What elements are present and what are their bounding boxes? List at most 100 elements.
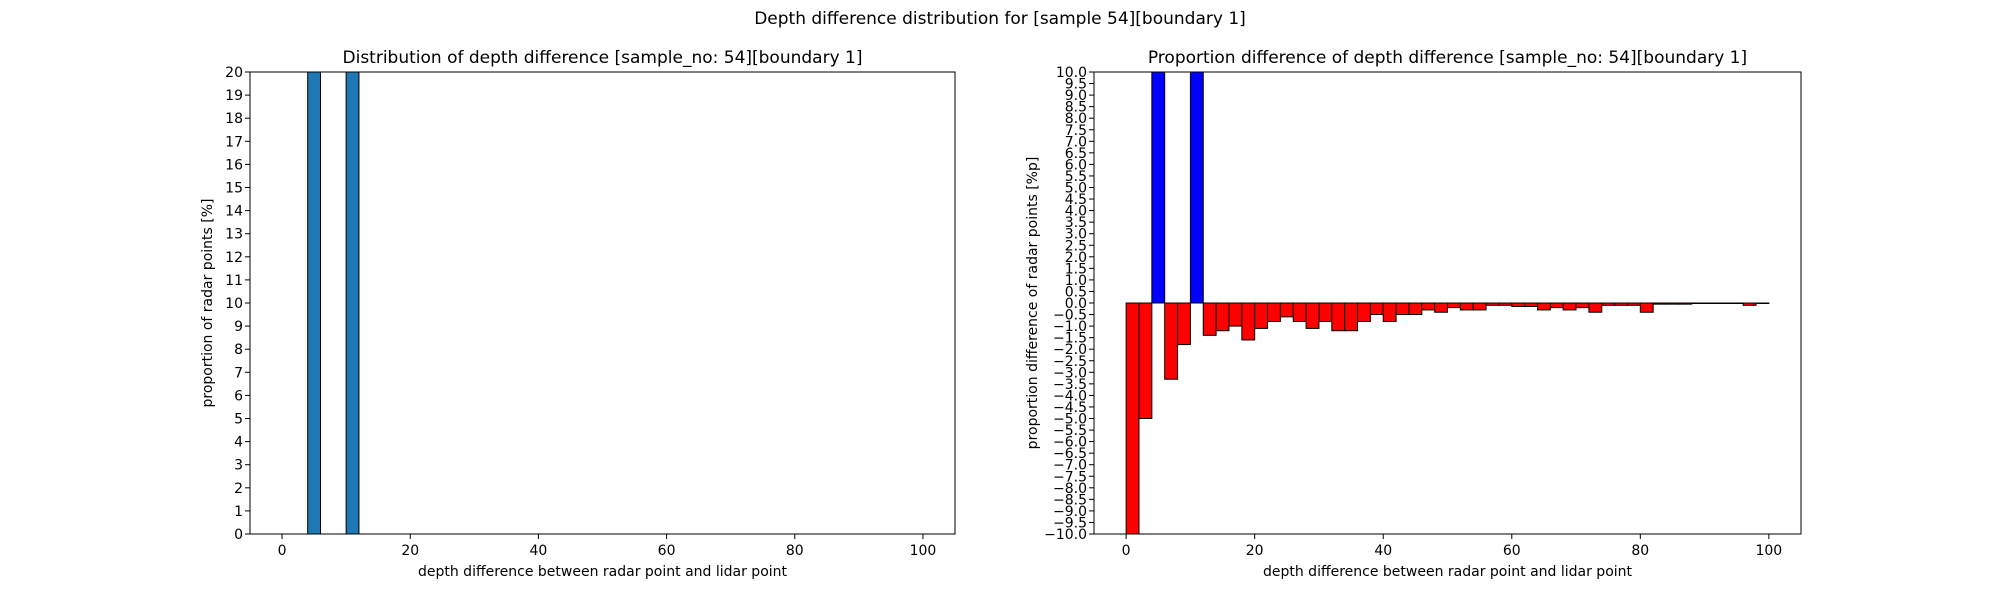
y-tick-label-32: 6.0: [1065, 157, 1087, 173]
y-tick-label-38: 9.0: [1065, 88, 1087, 104]
y-tick-label-12: −4.0: [1053, 388, 1087, 404]
y-tick-label-5: −7.5: [1053, 469, 1087, 485]
y-tick-label-17: 17: [225, 134, 243, 150]
y-tick-label-2: −9.0: [1053, 504, 1087, 520]
y-tick-label-13: −3.5: [1053, 377, 1087, 393]
y-tick-label-10: −5.0: [1053, 412, 1087, 428]
y-tick-label-15: −2.5: [1053, 354, 1087, 370]
bar-28: [1485, 302, 1500, 306]
y-tick-label-3: −8.5: [1053, 492, 1087, 508]
y-tick-label-4: −8.0: [1053, 481, 1087, 497]
y-tick-label-26: 3.0: [1065, 227, 1087, 243]
bar-4: [1177, 302, 1191, 346]
y-tick-label-20: 20: [225, 65, 243, 81]
x-tick-label-4: 80: [786, 543, 804, 559]
y-tick-label-4: 4: [234, 435, 243, 451]
y-tick-label-1: 1: [234, 504, 243, 520]
bar-12: [1279, 302, 1294, 318]
y-tick-label-8: −6.0: [1053, 435, 1087, 451]
y-tick-label-15: 15: [225, 181, 243, 197]
y-tick-label-5: 5: [234, 412, 243, 428]
bar-20: [1382, 302, 1397, 322]
bar-32: [1536, 302, 1551, 311]
y-tick-label-16: 16: [225, 157, 243, 173]
bar-35: [1575, 302, 1590, 309]
bar-16: [1331, 302, 1346, 332]
y-tick-label-34: 7.0: [1065, 134, 1087, 150]
y-tick-label-14: 14: [225, 204, 243, 220]
bar-24: [1434, 302, 1449, 313]
bar-13: [1292, 302, 1307, 322]
y-tick-label-19: 19: [225, 88, 243, 104]
bar-11: [1267, 302, 1281, 322]
bar-19: [1369, 302, 1384, 316]
y-tick-label-7: 7: [234, 365, 243, 381]
bar-49: [1755, 302, 1770, 304]
bar-39: [1626, 302, 1641, 306]
bar-5: [1189, 71, 1204, 304]
y-tick-label-6: −7.0: [1053, 458, 1087, 474]
bar-1: [1138, 302, 1153, 419]
bar-48: [1742, 302, 1757, 306]
bar-22: [1408, 302, 1423, 316]
bar-37: [1601, 302, 1616, 306]
bar-43: [1678, 302, 1693, 305]
bar-42: [1665, 302, 1680, 305]
bar-15: [1318, 302, 1333, 322]
y-tick-label-18: −1.0: [1053, 319, 1087, 335]
y-axis-label: proportion difference of radar points [%…: [1025, 157, 1041, 450]
bar-25: [1447, 302, 1461, 309]
y-tick-label-36: 8.0: [1065, 111, 1087, 127]
bar-10: [1254, 302, 1269, 329]
y-axis-label: proportion of radar points [%]: [200, 198, 216, 407]
x-tick-label-0: 0: [1122, 543, 1131, 559]
y-tick-label-16: −2.0: [1053, 342, 1087, 358]
bar-21: [1395, 302, 1410, 316]
bar-17: [1344, 302, 1359, 332]
chart-title: Distribution of depth difference [sample…: [343, 48, 863, 68]
y-tick-label-35: 7.5: [1065, 123, 1087, 139]
y-tick-label-12: 12: [225, 250, 243, 266]
y-tick-label-9: 9: [234, 319, 243, 335]
x-axis-label: depth difference between radar point and…: [1263, 564, 1633, 580]
bar-36: [1588, 302, 1603, 313]
bar-3: [1164, 302, 1179, 380]
bar-45: [1704, 302, 1718, 304]
bar-9: [1241, 302, 1256, 341]
bar-40: [1639, 302, 1654, 313]
x-tick-label-3: 60: [658, 543, 676, 559]
y-tick-label-7: −6.5: [1053, 446, 1087, 462]
y-tick-label-11: −4.5: [1053, 400, 1087, 416]
y-tick-label-8: 8: [234, 342, 243, 358]
y-tick-label-0: −10.0: [1044, 527, 1087, 543]
x-tick-label-1: 20: [401, 543, 419, 559]
bar-6: [1202, 302, 1217, 336]
bar-33: [1549, 302, 1564, 309]
y-tick-label-28: 4.0: [1065, 204, 1087, 220]
y-tick-label-17: −1.5: [1053, 331, 1087, 347]
y-tick-label-10: 10: [225, 296, 243, 312]
chart-depth-distribution: 0 20 40 60 80 1000123456789101112131415161718…: [200, 48, 956, 580]
y-tick-label-24: 2.0: [1065, 250, 1087, 266]
x-tick-label-2: 40: [1374, 543, 1392, 559]
bar-30: [1511, 302, 1526, 307]
y-tick-label-20: 0.0: [1065, 296, 1087, 312]
bar-31: [1524, 302, 1538, 307]
y-tick-label-29: 4.5: [1065, 192, 1087, 208]
bar-7: [1215, 302, 1230, 332]
y-tick-label-40: 10.0: [1056, 65, 1087, 81]
x-tick-label-3: 60: [1503, 543, 1521, 559]
y-tick-label-21: 0.5: [1065, 284, 1087, 300]
y-tick-label-31: 5.5: [1065, 169, 1087, 185]
y-tick-label-0: 0: [234, 527, 243, 543]
y-tick-label-14: −3.0: [1053, 365, 1087, 381]
x-tick-label-5: 100: [910, 543, 937, 559]
x-tick-label-2: 40: [529, 543, 547, 559]
y-tick-label-25: 2.5: [1065, 238, 1087, 254]
bar-2: [1151, 71, 1166, 304]
y-tick-label-33: 6.5: [1065, 146, 1087, 162]
chart-title: Proportion difference of depth differenc…: [1148, 48, 1747, 68]
bar-27: [1472, 302, 1487, 311]
x-tick-label-5: 100: [1755, 543, 1782, 559]
